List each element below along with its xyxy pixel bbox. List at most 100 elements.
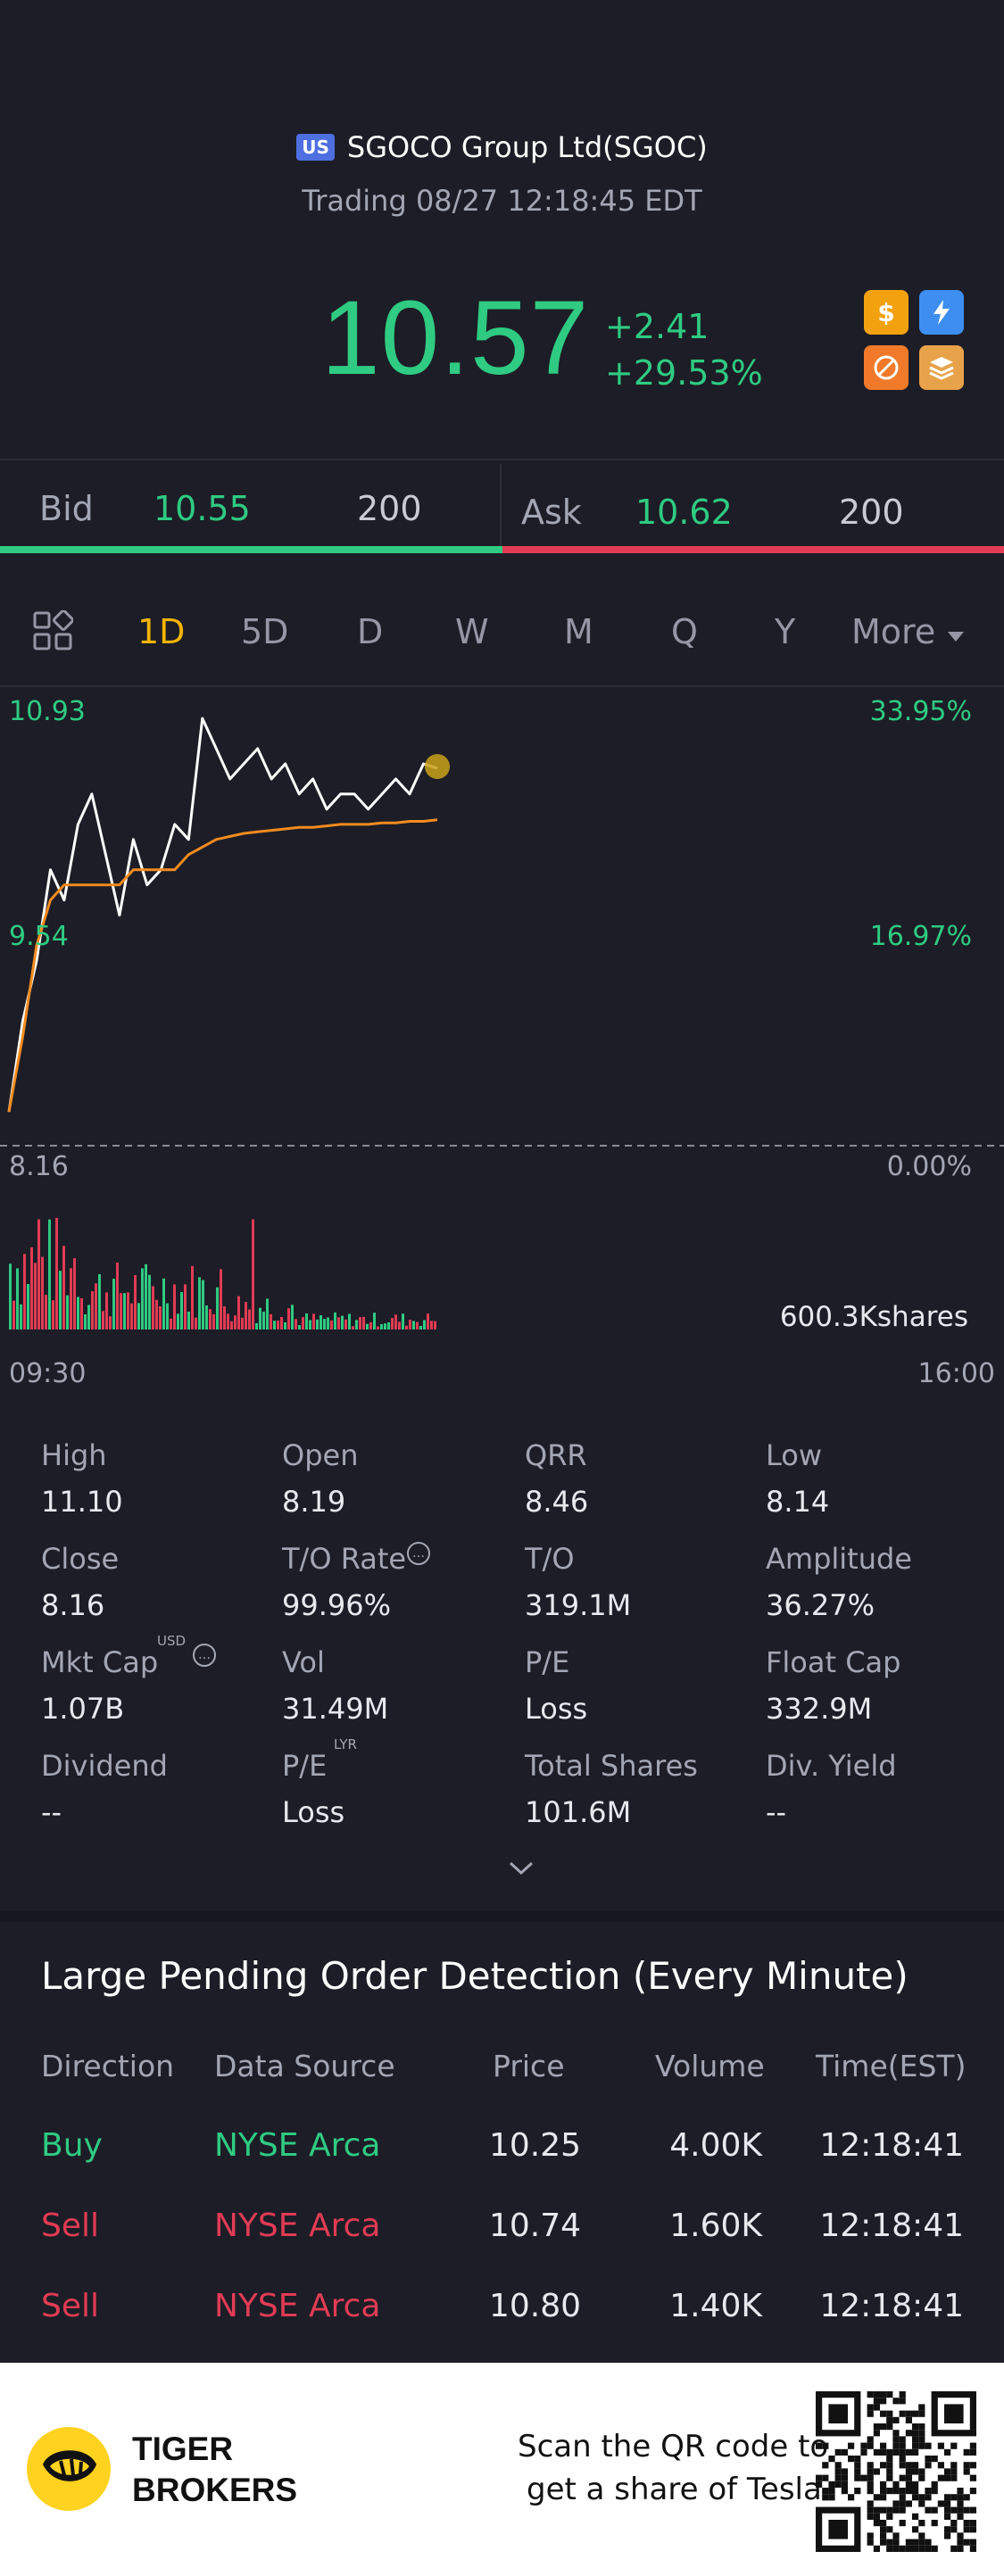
volume-bar [302,1317,304,1329]
volume-bar [234,1315,236,1329]
layout-grid-icon[interactable] [32,610,73,651]
volume-bar [155,1299,158,1329]
volume-bar [284,1322,286,1329]
stat-low-value: 8.14 [766,1485,830,1519]
tab-m[interactable]: M [564,612,593,651]
volume-bar [80,1297,83,1329]
volume-bar [427,1313,429,1329]
bid-price: 10.55 [154,489,251,528]
stat-div-yield-label: Div. Yield [766,1749,897,1783]
bid-label: Bid [39,489,94,528]
volume-bar [237,1296,240,1329]
lightning-icon[interactable] [919,290,964,335]
bid-bar [0,546,502,553]
volume-bar [187,1312,190,1329]
volume-bar [177,1313,179,1329]
volume-bar [430,1321,433,1329]
volume-bar [170,1318,172,1329]
order-time: 12:18:41 [819,2288,964,2324]
order-volume: 1.40K [669,2288,762,2324]
stat-float-cap-label: Float Cap [766,1645,901,1679]
volume-bar [266,1298,269,1329]
volume-bar [419,1326,422,1329]
tab-5d[interactable]: 5D [241,612,289,651]
volume-bar [330,1320,333,1329]
stat-low-label: Low [766,1438,823,1472]
volume-bar [123,1293,126,1329]
tab-q[interactable]: Q [671,612,698,651]
order-direction: Sell [41,2288,100,2324]
tab-1d[interactable]: 1D [137,612,186,651]
volume-bar [112,1279,115,1329]
volume-bar [348,1313,351,1329]
volume-bar [202,1280,204,1329]
volume-bar [362,1316,365,1329]
qr-code[interactable] [816,2391,976,2552]
volume-bar [245,1302,247,1329]
stat-p-e-label: P/E [525,1645,570,1679]
stat-p-e-label: P/E [282,1749,328,1783]
volume-bar [337,1317,340,1329]
volume-bar [166,1303,169,1329]
volume-bar [116,1262,119,1329]
volume-bar [377,1326,379,1329]
price-axis-mid: 9.54 [9,921,69,952]
volume-bar [359,1317,361,1329]
tab-w[interactable]: W [455,612,489,651]
stat-div-yield-value: -- [766,1795,787,1829]
info-icon[interactable]: … [407,1542,430,1565]
pct-axis-high: 33.95% [869,696,972,727]
stack-icon[interactable] [919,345,964,390]
col-volume: Volume [655,2049,765,2083]
feature-icons: $ [864,290,964,390]
volume-bar [312,1313,315,1329]
volume-bar [41,1256,44,1329]
volume-bar [141,1268,144,1329]
no-short-icon[interactable] [864,345,909,390]
stat-vol-label: Vol [282,1645,325,1679]
price-axis-high: 10.93 [9,696,86,727]
volume-bar [423,1320,426,1329]
time-axis-end: 16:00 [917,1358,995,1389]
order-time: 12:18:41 [819,2207,964,2244]
volume-bar [152,1286,154,1329]
stat-dividend-label: Dividend [41,1749,168,1783]
volume-bar [412,1321,415,1329]
volume-bar [366,1323,369,1329]
volume-bar [30,1247,33,1329]
stat-float-cap-value: 332.9M [766,1692,873,1726]
chevron-down-icon[interactable] [507,1860,535,1877]
intraday-chart[interactable]: 10.93 33.95% 9.54 16.97% 8.16 0.00% 600.… [0,687,1004,1389]
stat-t-o-rate-label: T/O Rate [282,1542,407,1576]
volume-bar [180,1292,183,1329]
volume-bar [148,1274,151,1329]
ask-size: 200 [839,493,904,532]
volume-bar [305,1313,308,1329]
volume-bar [323,1319,326,1329]
volume-bar [91,1291,94,1329]
pct-axis-low: 0.00% [886,1151,972,1182]
tab-more[interactable]: More [851,612,966,651]
volume-bar [52,1300,54,1329]
stat-qrr-label: QRR [525,1438,587,1472]
volume-bar [195,1317,197,1329]
order-source: NYSE Arca [214,2288,381,2324]
volume-bar [355,1320,358,1329]
dollar-icon[interactable]: $ [864,290,909,335]
order-direction: Buy [41,2127,103,2164]
volume-bar [255,1322,258,1329]
current-price-marker[interactable] [425,754,450,780]
volume-bar [223,1306,226,1329]
brand-name: TIGER BROKERS [132,2429,297,2511]
info-icon[interactable]: … [193,1644,216,1667]
volume-bar [23,1254,26,1329]
ask-price: 10.62 [635,493,733,532]
volume-bar [77,1296,79,1329]
tab-d[interactable]: D [357,612,384,651]
volume-bar [262,1312,265,1329]
tab-y[interactable]: Y [775,612,796,651]
volume-bar [434,1321,436,1329]
price-change: +2.41 [605,307,709,346]
volume-bar [394,1314,397,1329]
volume-bar [341,1315,344,1329]
